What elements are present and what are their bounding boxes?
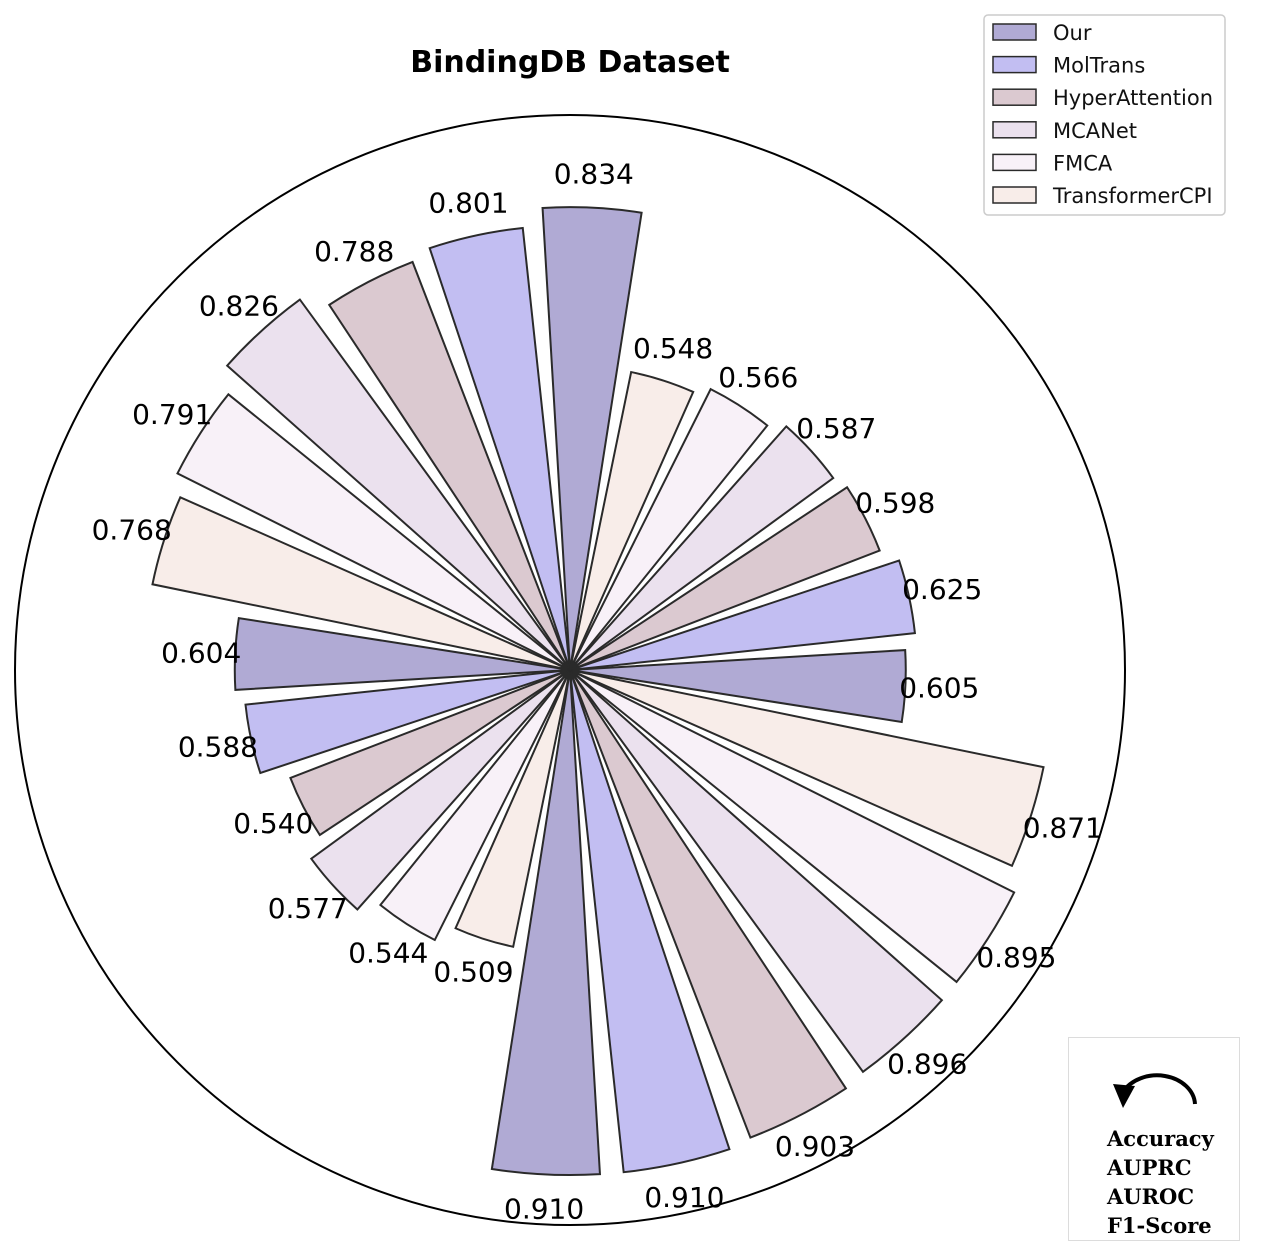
bar-our-auprc bbox=[233, 616, 571, 691]
bar-fmca-f1-score bbox=[569, 387, 769, 671]
value-label: 0.598 bbox=[855, 487, 935, 520]
metric-auroc: AUROC bbox=[1107, 1184, 1195, 1209]
bar-moltrans-auprc bbox=[244, 669, 571, 775]
value-label: 0.834 bbox=[554, 158, 634, 191]
value-label: 0.910 bbox=[504, 1192, 584, 1225]
bar-hyperattention-f1-score bbox=[569, 485, 881, 671]
legend-label-fmca: FMCA bbox=[1053, 151, 1113, 175]
value-label: 0.625 bbox=[902, 573, 982, 606]
legend-swatch-hyperattention bbox=[992, 88, 1037, 106]
metric-list: Accuracy AUPRC AUROC F1-Score bbox=[1107, 1124, 1214, 1240]
bar-moltrans-auroc bbox=[569, 669, 731, 1174]
legend-frame bbox=[983, 14, 1226, 216]
legend: Our MolTrans HyperAttention MCANet FMCA Trans… bbox=[983, 14, 1226, 216]
bar-moltrans-accuracy bbox=[428, 226, 571, 671]
value-label: 0.588 bbox=[178, 731, 258, 764]
legend-label-mcanet: MCANet bbox=[1053, 119, 1137, 143]
counterclockwise-arrow-icon bbox=[1113, 1073, 1197, 1108]
legend-swatch-fmca bbox=[992, 153, 1037, 172]
bar-mcanet-auprc bbox=[309, 669, 571, 911]
value-label: 0.544 bbox=[348, 937, 428, 970]
legend-swatch-mcanet bbox=[992, 121, 1037, 139]
legend-swatch-our bbox=[992, 23, 1037, 41]
value-labels-group: 0.834 0.801 0.788 0.826 0.791 0.768 0.604 0.588… bbox=[92, 158, 1103, 1226]
value-label: 0.895 bbox=[976, 941, 1056, 974]
value-label: 0.540 bbox=[233, 807, 313, 840]
value-label: 0.577 bbox=[268, 892, 348, 925]
legend-label-transformercpi: TransformerCPI bbox=[1052, 184, 1213, 208]
bar-hyperattention-auprc bbox=[289, 669, 571, 837]
bar-hyperattention-accuracy bbox=[327, 260, 571, 671]
bar-transformercpi-auroc bbox=[569, 669, 1045, 868]
value-label: 0.871 bbox=[1023, 812, 1103, 845]
metric-order-legend: Accuracy AUPRC AUROC F1-Score bbox=[1068, 1037, 1240, 1241]
bars-group bbox=[151, 206, 1045, 1177]
bar-our-f1-score bbox=[569, 649, 907, 724]
metric-f1-score: F1-Score bbox=[1107, 1213, 1212, 1238]
bar-transformercpi-accuracy bbox=[151, 495, 571, 671]
bar-hyperattention-auroc bbox=[569, 669, 848, 1139]
bar-fmca-auprc bbox=[378, 669, 571, 942]
value-label: 0.548 bbox=[633, 332, 713, 365]
value-label: 0.791 bbox=[132, 398, 212, 431]
legend-label-hyperattention: HyperAttention bbox=[1053, 86, 1213, 110]
value-label: 0.801 bbox=[428, 186, 508, 219]
chart-title: BindingDB Dataset bbox=[410, 45, 730, 80]
bar-our-auroc bbox=[490, 669, 602, 1177]
polar-frame bbox=[14, 114, 1126, 1226]
bar-mcanet-accuracy bbox=[225, 298, 571, 671]
legend-swatch-moltrans bbox=[992, 55, 1037, 74]
value-label: 0.605 bbox=[899, 672, 979, 705]
bar-fmca-accuracy bbox=[176, 392, 571, 671]
value-label: 0.566 bbox=[718, 361, 798, 394]
bar-moltrans-f1-score bbox=[569, 559, 917, 671]
bar-fmca-auroc bbox=[569, 669, 1016, 984]
legend-label-our: Our bbox=[1053, 21, 1092, 45]
bar-transformercpi-auprc bbox=[454, 669, 571, 948]
value-label: 0.768 bbox=[92, 514, 172, 547]
value-label: 0.604 bbox=[161, 636, 241, 669]
legend-label-moltrans: MolTrans bbox=[1053, 54, 1145, 78]
value-label: 0.896 bbox=[887, 1047, 967, 1080]
legend-swatch-transformercpi bbox=[992, 186, 1037, 204]
metric-accuracy: Accuracy bbox=[1107, 1126, 1214, 1151]
value-label: 0.903 bbox=[775, 1130, 855, 1163]
metric-auprc: AUPRC bbox=[1107, 1155, 1192, 1180]
value-label: 0.910 bbox=[644, 1181, 724, 1214]
value-label: 0.826 bbox=[199, 290, 279, 323]
bar-our-accuracy bbox=[541, 206, 643, 671]
value-label: 0.788 bbox=[314, 235, 394, 268]
value-label: 0.587 bbox=[796, 412, 876, 445]
bar-mcanet-f1-score bbox=[569, 424, 835, 671]
bar-mcanet-auroc bbox=[569, 669, 944, 1074]
value-label: 0.509 bbox=[433, 955, 513, 988]
bar-transformercpi-f1-score bbox=[569, 370, 695, 671]
